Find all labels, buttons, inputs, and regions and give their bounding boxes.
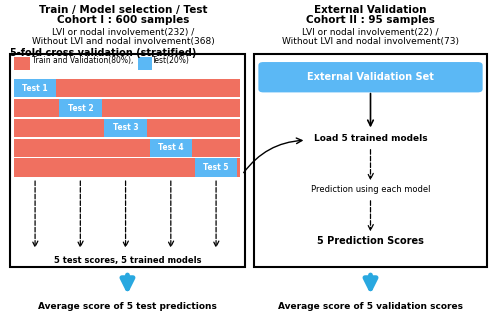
- FancyBboxPatch shape: [104, 119, 147, 137]
- Text: Train / Model selection / Test: Train / Model selection / Test: [39, 5, 208, 15]
- Text: Without LVI and nodal involvement(73): Without LVI and nodal involvement(73): [282, 37, 459, 46]
- FancyBboxPatch shape: [14, 99, 240, 117]
- FancyBboxPatch shape: [10, 54, 245, 267]
- Text: Average score of 5 test predictions: Average score of 5 test predictions: [38, 302, 217, 311]
- Text: External Validation Set: External Validation Set: [307, 72, 434, 82]
- FancyBboxPatch shape: [258, 62, 483, 92]
- Text: 5-fold cross validation (stratified): 5-fold cross validation (stratified): [10, 48, 196, 58]
- FancyBboxPatch shape: [14, 139, 240, 157]
- FancyBboxPatch shape: [14, 119, 240, 137]
- Text: External Validation: External Validation: [314, 5, 427, 15]
- FancyBboxPatch shape: [59, 99, 102, 117]
- Text: Without LVI and nodal involvement(368): Without LVI and nodal involvement(368): [32, 37, 215, 46]
- Text: 5 test scores, 5 trained models: 5 test scores, 5 trained models: [54, 256, 201, 265]
- Text: Test 3: Test 3: [113, 123, 138, 132]
- Text: Train and Validation(80%),: Train and Validation(80%),: [32, 56, 133, 65]
- Text: Average score of 5 validation scores: Average score of 5 validation scores: [278, 302, 463, 311]
- Text: LVI or nodal involvement(232) /: LVI or nodal involvement(232) /: [52, 28, 195, 37]
- Text: Cohort II : 95 samples: Cohort II : 95 samples: [306, 15, 435, 25]
- Text: Test 2: Test 2: [68, 104, 93, 113]
- Text: Test 5: Test 5: [204, 163, 229, 172]
- FancyBboxPatch shape: [14, 79, 56, 97]
- Text: Test 1: Test 1: [22, 84, 48, 93]
- FancyBboxPatch shape: [254, 54, 487, 267]
- Text: Test(20%): Test(20%): [152, 56, 190, 65]
- FancyBboxPatch shape: [195, 158, 237, 177]
- Text: 5 Prediction Scores: 5 Prediction Scores: [317, 236, 424, 246]
- FancyBboxPatch shape: [150, 139, 192, 157]
- FancyBboxPatch shape: [14, 57, 30, 70]
- FancyBboxPatch shape: [14, 158, 240, 177]
- Text: Test 4: Test 4: [158, 143, 184, 152]
- Text: Load 5 trained models: Load 5 trained models: [314, 134, 427, 143]
- Text: Prediction using each model: Prediction using each model: [311, 185, 430, 194]
- Text: LVI or nodal involvement(22) /: LVI or nodal involvement(22) /: [302, 28, 439, 37]
- FancyBboxPatch shape: [14, 79, 240, 97]
- FancyBboxPatch shape: [138, 57, 152, 70]
- Text: Cohort I : 600 samples: Cohort I : 600 samples: [57, 15, 190, 25]
